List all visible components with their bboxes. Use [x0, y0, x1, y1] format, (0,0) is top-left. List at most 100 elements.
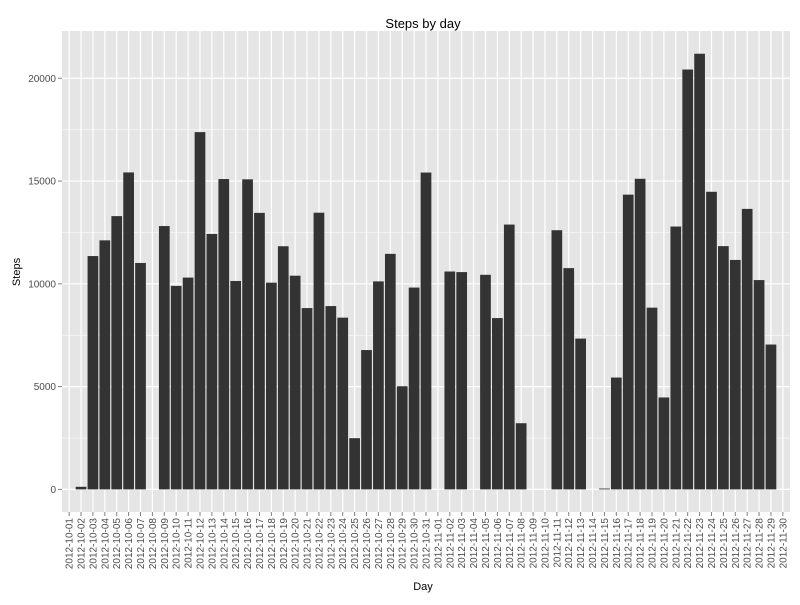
y-tick-label: 0: [50, 485, 56, 496]
bar-2012-10-25: [349, 438, 360, 490]
x-tick-label: 2012-11-11: [552, 518, 563, 568]
bar-2012-11-12: [563, 268, 575, 490]
x-tick-label: 2012-11-26: [731, 518, 742, 569]
x-tick-label: 2012-10-21: [303, 518, 314, 570]
x-tick-label: 2012-11-27: [743, 518, 754, 569]
bar-2012-10-28: [384, 253, 396, 490]
x-tick-label: 2012-10-28: [386, 518, 397, 570]
bar-2012-11-24: [706, 191, 717, 490]
x-tick-label: 2012-11-05: [481, 518, 492, 569]
bar-2012-10-22: [313, 212, 325, 490]
x-tick-label: 2012-11-29: [766, 518, 777, 569]
bar-2012-10-05: [111, 216, 123, 490]
bar-2012-10-11: [182, 277, 194, 490]
x-tick-label: 2012-10-22: [314, 518, 325, 570]
bar-2012-11-25: [718, 246, 729, 490]
x-tick-label: 2012-10-03: [88, 518, 99, 570]
x-tick-label: 2012-11-01: [433, 518, 444, 569]
bar-2012-10-04: [99, 240, 111, 490]
bar-2012-11-05: [480, 274, 491, 490]
x-tick-label: 2012-10-10: [172, 518, 183, 570]
x-tick-label: 2012-10-30: [410, 518, 421, 570]
bar-2012-10-17: [254, 212, 265, 490]
bar-2012-10-06: [123, 172, 134, 490]
chart-title: Steps by day: [385, 16, 461, 31]
bars: [75, 53, 777, 490]
x-tick-label: 2012-11-30: [778, 518, 789, 569]
x-tick-label: 2012-10-12: [195, 518, 206, 570]
x-tick-label: 2012-10-06: [124, 518, 135, 570]
x-tick-label: 2012-11-03: [457, 518, 468, 569]
bar-2012-10-02: [75, 486, 87, 490]
x-tick-label: 2012-10-18: [267, 518, 278, 570]
bar-2012-11-13: [575, 338, 586, 490]
x-tick-label: 2012-11-23: [695, 518, 706, 569]
x-tick-label: 2012-11-24: [707, 518, 718, 569]
x-tick-label: 2012-10-20: [291, 518, 302, 570]
bar-2012-11-23: [694, 53, 705, 490]
bar-2012-10-03: [87, 256, 99, 490]
bar-2012-10-10: [170, 285, 182, 490]
bar-2012-10-24: [337, 317, 349, 490]
bar-2012-11-19: [646, 307, 658, 490]
bar-2012-10-30: [408, 287, 420, 490]
bar-2012-10-31: [420, 172, 432, 490]
bar-2012-10-09: [158, 226, 170, 490]
x-tick-label: 2012-10-09: [160, 518, 171, 570]
bar-2012-11-28: [753, 280, 765, 490]
bar-2012-10-27: [373, 281, 384, 490]
bar-2012-11-17: [622, 194, 634, 490]
bar-2012-10-19: [277, 246, 289, 490]
x-tick-label: 2012-10-11: [184, 518, 195, 569]
bar-2012-11-07: [503, 224, 515, 490]
bar-2012-10-23: [325, 306, 337, 490]
x-tick-label: 2012-11-10: [540, 518, 551, 569]
x-tick-label: 2012-11-14: [588, 518, 599, 569]
x-tick-label: 2012-11-25: [719, 518, 730, 569]
bar-2012-11-15: [599, 488, 610, 490]
bar-2012-10-20: [289, 275, 301, 490]
x-tick-label: 2012-11-13: [576, 518, 587, 569]
bar-2012-11-26: [729, 259, 741, 490]
x-tick-label: 2012-11-19: [648, 518, 659, 569]
y-tick-label: 20000: [28, 74, 56, 85]
x-axis-ticks: 2012-10-01 2012-10-02 2012-10-03 2012-10-04…: [65, 512, 789, 570]
bar-2012-10-21: [301, 308, 313, 490]
x-tick-label: 2012-11-22: [683, 518, 694, 569]
bar-2012-10-18: [266, 282, 277, 490]
bar-2012-10-15: [230, 280, 242, 490]
bar-2012-11-20: [658, 397, 670, 490]
x-tick-label: 2012-11-02: [445, 518, 456, 569]
x-tick-label: 2012-11-28: [755, 518, 766, 569]
x-tick-label: 2012-10-07: [136, 518, 147, 570]
x-axis-title: Day: [413, 581, 433, 593]
x-tick-label: 2012-10-26: [362, 518, 373, 570]
x-tick-label: 2012-10-27: [374, 518, 385, 570]
x-tick-label: 2012-10-17: [255, 518, 266, 570]
y-axis-title: Steps: [11, 257, 23, 286]
x-tick-label: 2012-11-07: [505, 518, 516, 569]
bar-2012-11-22: [682, 69, 694, 490]
bar-2012-11-06: [492, 318, 503, 490]
x-tick-label: 2012-10-31: [422, 518, 433, 570]
x-tick-label: 2012-10-29: [398, 518, 409, 570]
x-tick-label: 2012-10-14: [219, 518, 230, 570]
x-tick-label: 2012-10-02: [77, 518, 88, 570]
y-tick-label: 5000: [34, 382, 57, 393]
bar-2012-10-12: [194, 132, 206, 490]
x-tick-label: 2012-11-18: [636, 518, 647, 569]
x-tick-label: 2012-10-08: [148, 518, 159, 570]
x-tick-label: 2012-11-17: [624, 518, 635, 569]
x-tick-label: 2012-11-04: [469, 518, 480, 569]
bar-2012-11-16: [610, 377, 622, 490]
x-tick-label: 2012-10-04: [100, 518, 111, 570]
x-tick-label: 2012-10-01: [65, 518, 76, 570]
x-tick-label: 2012-11-08: [517, 518, 528, 569]
bar-2012-11-08: [515, 423, 527, 490]
x-tick-label: 2012-11-21: [671, 518, 682, 569]
x-tick-label: 2012-11-12: [564, 518, 575, 569]
x-tick-label: 2012-11-15: [600, 518, 611, 569]
x-tick-label: 2012-10-15: [231, 518, 242, 570]
